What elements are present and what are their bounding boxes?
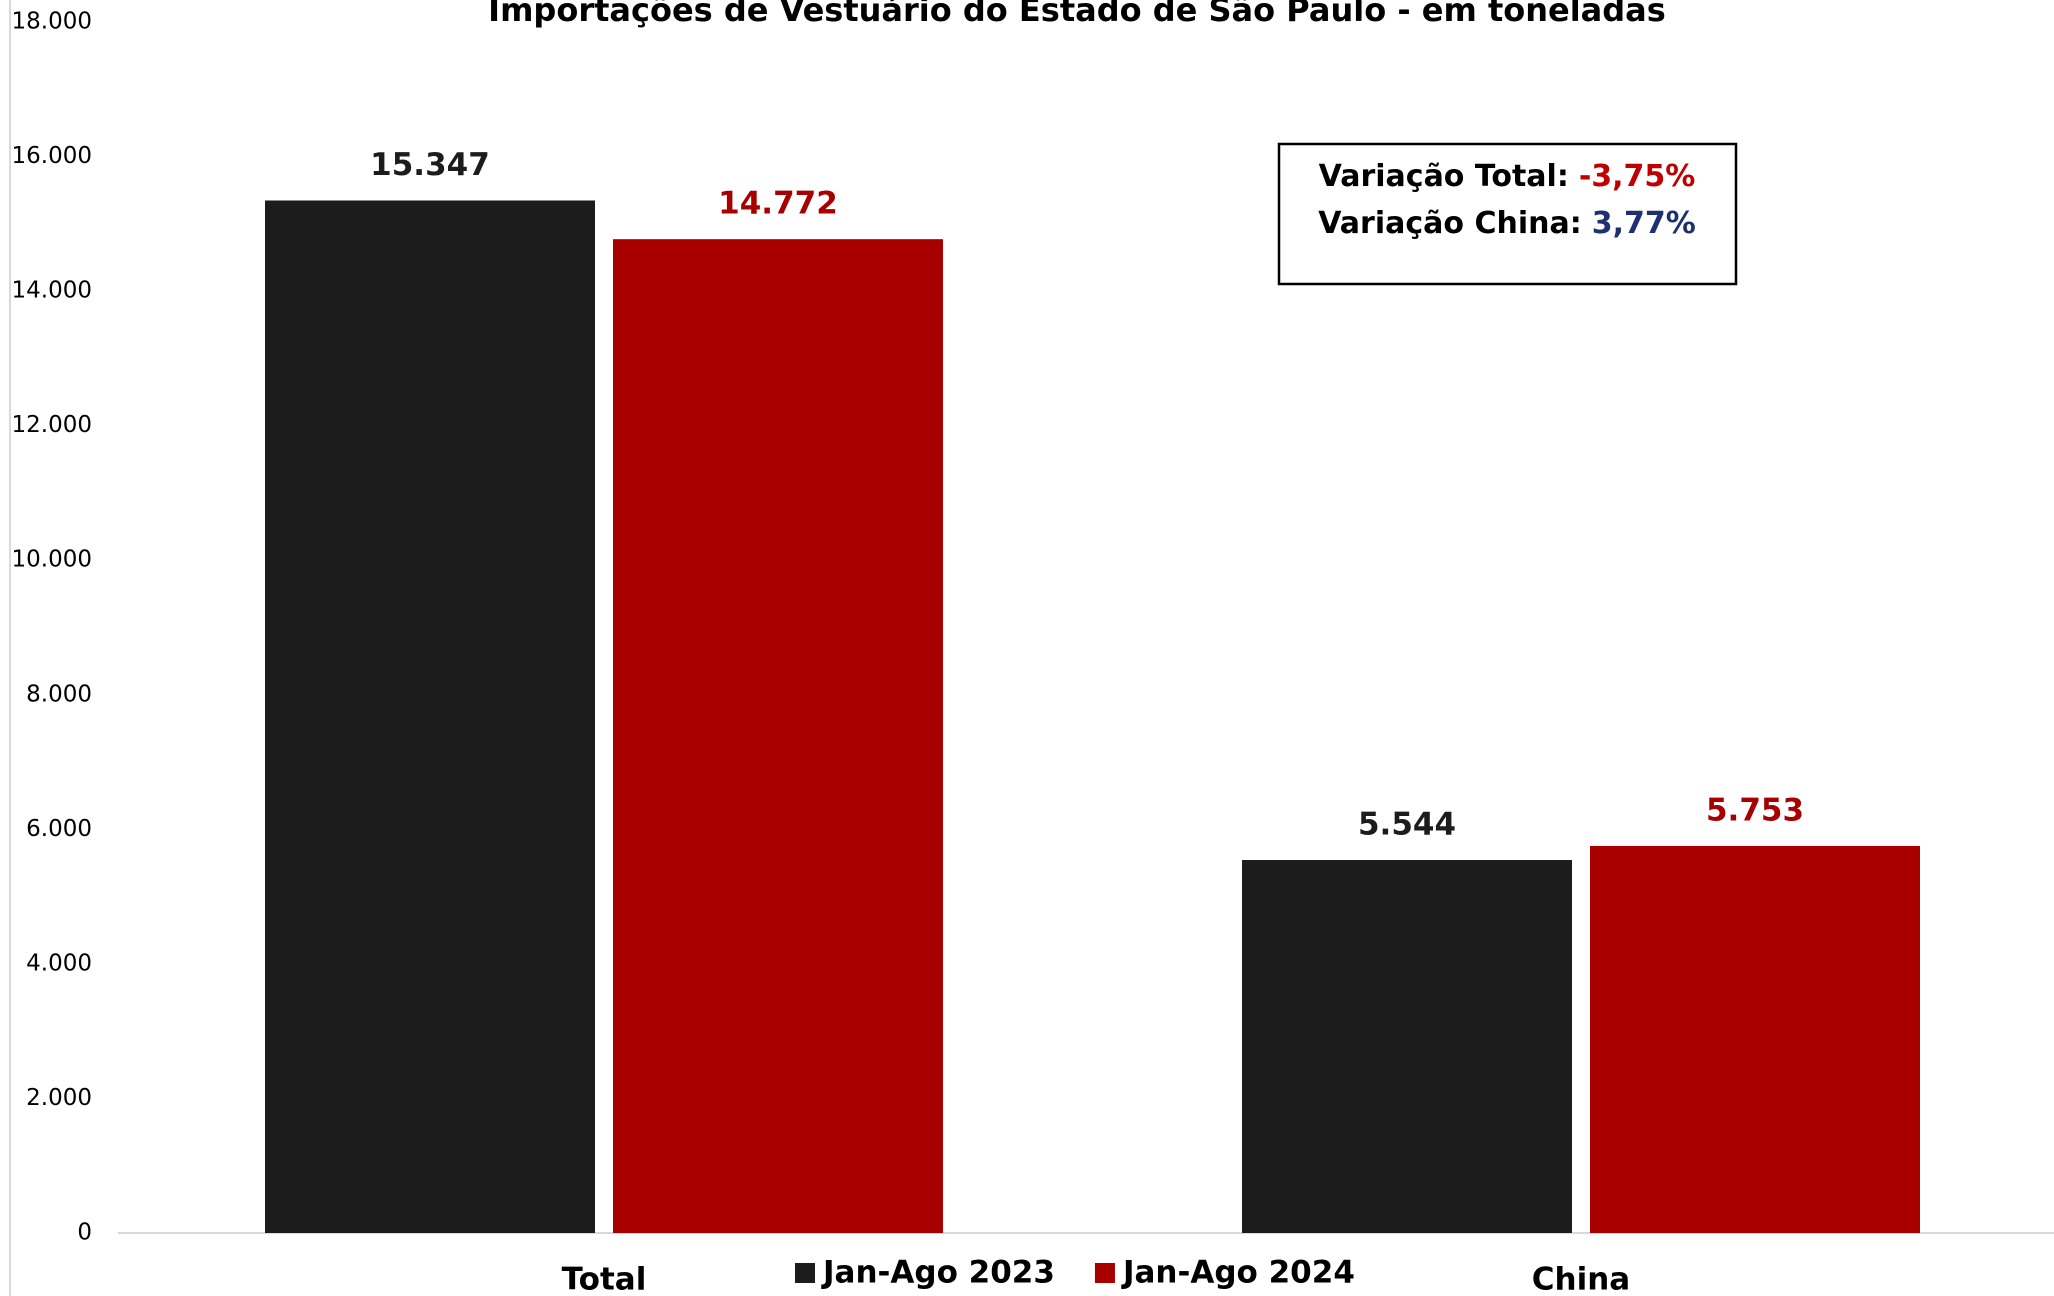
chart-title: Importações de Vestuário do Estado de Sã… — [488, 0, 1666, 29]
legend-swatch — [1094, 1263, 1115, 1283]
annotation-box — [1277, 142, 1738, 286]
y-tick-label: 6.000 — [26, 816, 92, 842]
y-tick-label: 12.000 — [12, 412, 92, 438]
bar — [1590, 845, 1920, 1233]
y-tick-label: 4.000 — [26, 950, 92, 976]
annotation-value: 3,77% — [1592, 206, 1696, 241]
value-label: 14.772 — [718, 186, 838, 222]
value-label: 15.347 — [370, 147, 490, 183]
y-tick-label: 0 — [77, 1220, 92, 1246]
y-tick-label: 2.000 — [26, 1085, 92, 1111]
y-tick-label: 10.000 — [12, 547, 92, 573]
legend-label: Jan-Ago 2023 — [821, 1255, 1055, 1291]
bar — [265, 200, 595, 1234]
value-label: 5.753 — [1706, 792, 1804, 828]
y-tick-label: 8.000 — [26, 681, 92, 707]
annotation-value: -3,75% — [1579, 159, 1696, 194]
x-tick-label: Total — [562, 1262, 647, 1296]
y-tick-label: 18.000 — [12, 9, 92, 35]
annotation: Variação China: 3,77% — [1318, 206, 1696, 241]
y-tick-label: 14.000 — [12, 278, 92, 304]
value-label: 5.544 — [1358, 807, 1456, 843]
x-tick-label: China — [1532, 1262, 1630, 1296]
y-tick-label: 16.000 — [12, 143, 92, 169]
annotation-label: Variação China: — [1318, 206, 1581, 241]
annotation: Variação Total: -3,75% — [1319, 159, 1696, 194]
bar — [1242, 860, 1572, 1233]
legend-label: Jan-Ago 2024 — [1121, 1255, 1355, 1291]
bar — [613, 239, 943, 1233]
annotation-label: Variação Total: — [1319, 159, 1569, 194]
legend-swatch — [795, 1263, 815, 1283]
